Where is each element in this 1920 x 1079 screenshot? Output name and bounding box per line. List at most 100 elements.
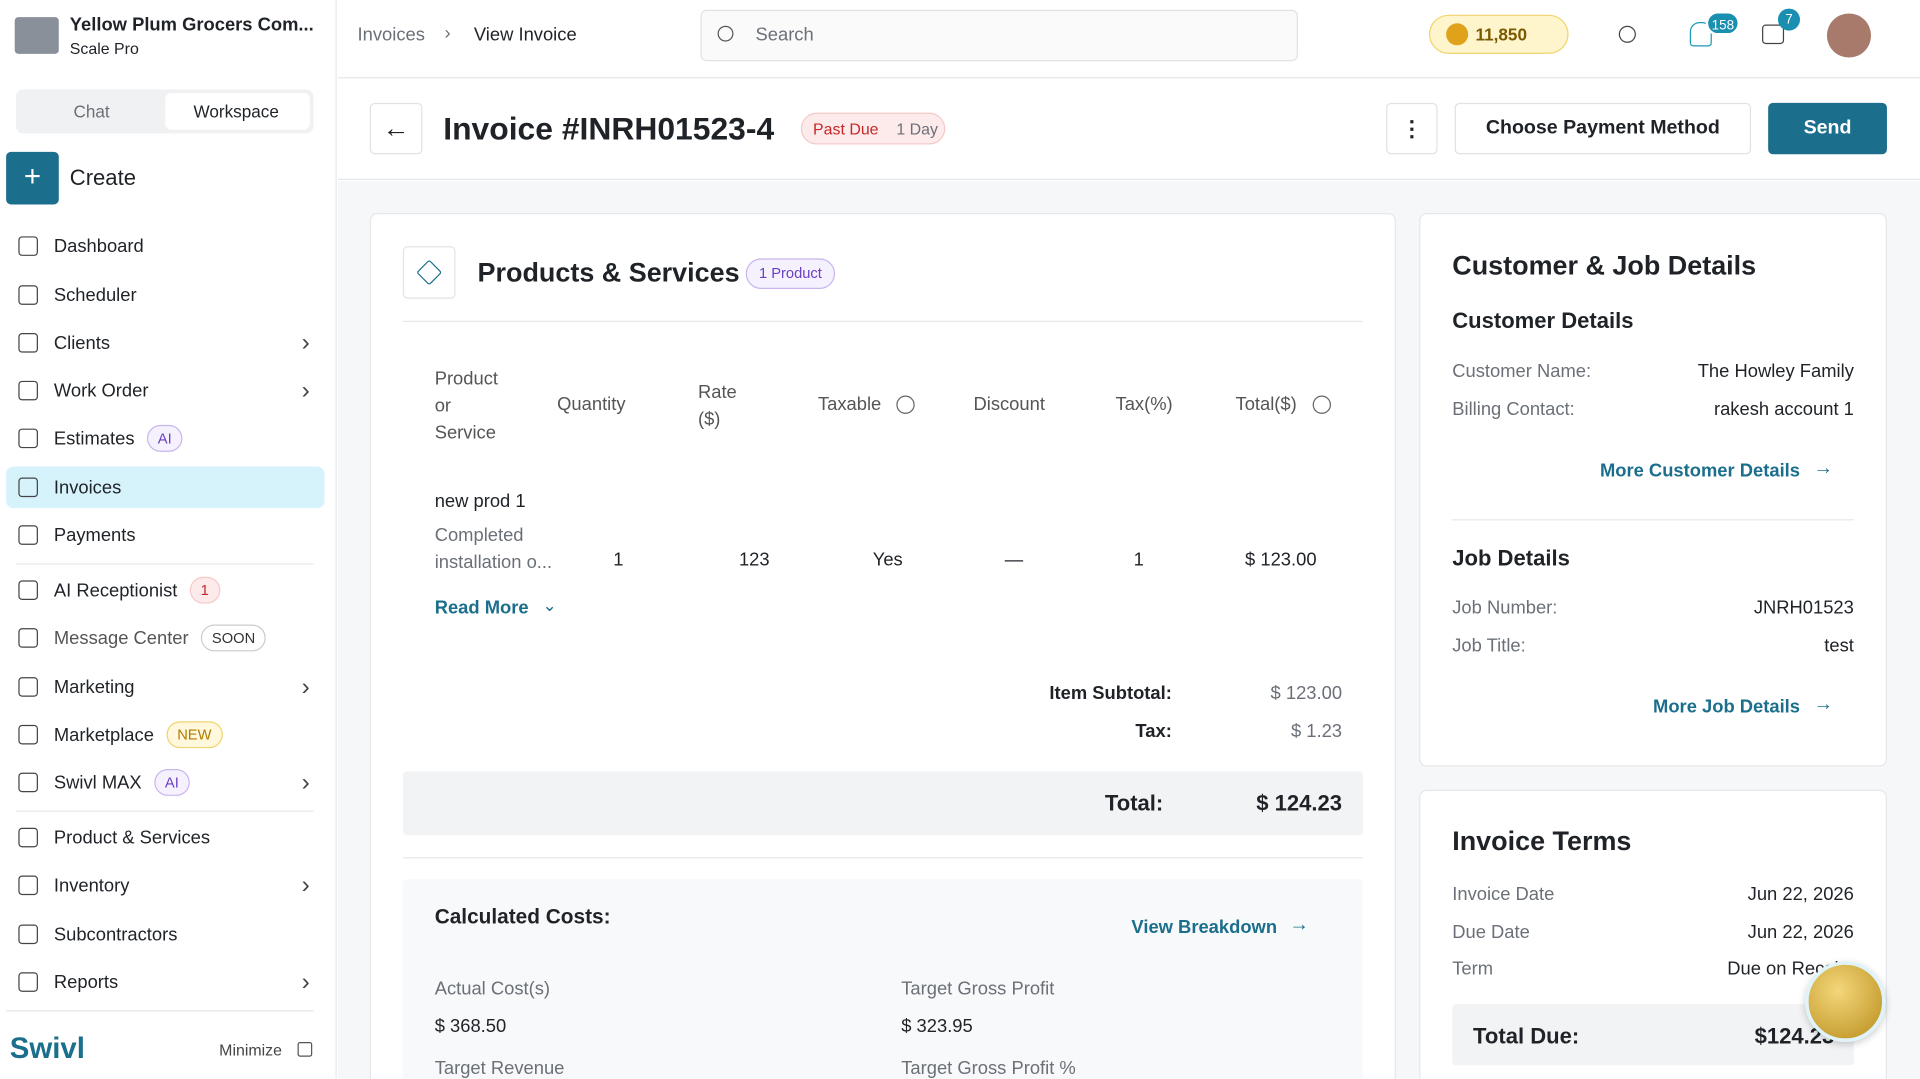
nav-item[interactable]: Estimates AI xyxy=(6,418,324,460)
nav-label[interactable]: Marketplace xyxy=(53,724,154,746)
tab[interactable]: Chat xyxy=(73,101,110,122)
section-title: Job Details xyxy=(1452,546,1570,571)
column-header: Discount xyxy=(973,394,1045,416)
nav-label[interactable]: Message Center xyxy=(53,627,189,649)
nav-item[interactable]: Dashboard xyxy=(6,225,324,267)
invoice-header xyxy=(337,80,1920,181)
view-breakdown[interactable]: View Breakdown xyxy=(1131,917,1278,938)
cost-value: $ 323.95 xyxy=(901,1016,973,1038)
chevron[interactable]: › xyxy=(301,376,310,404)
info-icon[interactable] xyxy=(1312,395,1332,414)
nav-label[interactable]: Marketing xyxy=(53,676,135,698)
breadcrumb: View Invoice xyxy=(473,24,577,46)
nav-badge: AI xyxy=(146,424,183,452)
nav-label[interactable]: Payments xyxy=(53,524,136,546)
create-label[interactable]: Create xyxy=(69,165,136,190)
product-description: Completed installation o... xyxy=(434,525,553,574)
cost-label: Actual Cost(s) xyxy=(434,978,551,1000)
nav-item[interactable]: AI Receptionist 1 xyxy=(6,569,324,611)
detail-link[interactable]: More Customer Details xyxy=(1599,460,1801,482)
minimize-icon[interactable] xyxy=(297,1042,313,1057)
products-title: Products & Services xyxy=(477,257,740,288)
nav-item[interactable]: Inventory › xyxy=(6,864,324,906)
term-label: Term xyxy=(1452,958,1494,980)
info-icon[interactable] xyxy=(896,395,915,414)
nav-item[interactable]: Message Center SOON xyxy=(6,617,324,659)
nav-label[interactable]: Work Order xyxy=(53,380,149,402)
nav-label[interactable]: Clients xyxy=(53,332,111,354)
term-label: Invoice Date xyxy=(1452,884,1555,905)
detail-label: Billing Contact: xyxy=(1452,399,1575,421)
chevron[interactable]: › xyxy=(301,328,310,356)
breadcrumb[interactable]: Invoices xyxy=(357,24,425,46)
nav-label[interactable]: Dashboard xyxy=(53,235,144,257)
nav-item[interactable]: Clients › xyxy=(6,322,324,364)
nav-icon xyxy=(18,380,38,401)
nav-item[interactable]: Reports › xyxy=(6,961,324,1003)
total-due-label: Total Due: xyxy=(1473,1023,1580,1049)
nav-label[interactable]: AI Receptionist xyxy=(53,579,178,601)
nav-badge: NEW xyxy=(166,721,223,749)
arrow[interactable]: → xyxy=(1289,914,1309,936)
chat-icon[interactable] xyxy=(1762,24,1785,45)
chevron[interactable]: › xyxy=(301,768,310,796)
minimize[interactable]: Minimize xyxy=(219,1040,282,1060)
nav-item[interactable]: Marketing › xyxy=(6,666,324,708)
nav-label[interactable]: Swivl MAX xyxy=(53,772,142,793)
nav-item[interactable]: Scheduler xyxy=(6,274,324,316)
more-button[interactable]: ⋮ xyxy=(1386,102,1438,155)
theme-icon[interactable] xyxy=(1618,25,1636,43)
nav-badge: SOON xyxy=(200,624,267,652)
summary-label: Tax: xyxy=(1135,721,1172,743)
breadcrumb-sep: › xyxy=(444,23,451,45)
assistant-button[interactable] xyxy=(1804,961,1886,1043)
cost-label: Target Gross Profit xyxy=(901,978,1055,1000)
column-header: Taxable xyxy=(817,394,882,416)
nav-item[interactable]: Work Order › xyxy=(6,370,324,412)
arrow[interactable]: → xyxy=(1813,694,1834,716)
nav-label[interactable]: Scheduler xyxy=(53,284,137,306)
arrow[interactable]: → xyxy=(1813,457,1834,479)
send-button[interactable]: Send xyxy=(1768,102,1887,155)
cell: Yes xyxy=(872,549,903,571)
chevron[interactable]: › xyxy=(301,871,310,899)
search-placeholder[interactable]: Search xyxy=(755,24,814,46)
nav-icon xyxy=(18,236,38,256)
cell: $ 123.00 xyxy=(1245,549,1317,571)
chevron[interactable]: › xyxy=(301,967,310,995)
coins: 11,850 xyxy=(1475,24,1528,45)
nav-badge: AI xyxy=(153,768,190,796)
tab[interactable]: Workspace xyxy=(193,101,279,122)
notification-count: 158 xyxy=(1705,11,1741,36)
divider xyxy=(15,563,314,565)
avatar[interactable] xyxy=(1826,13,1872,58)
products-icon xyxy=(402,246,456,299)
nav-label[interactable]: Subcontractors xyxy=(53,923,178,945)
nav-label[interactable]: Reports xyxy=(53,971,119,993)
column-header: Quantity xyxy=(557,394,626,416)
company-name[interactable]: Yellow Plum Grocers Com... xyxy=(69,14,314,36)
create-button[interactable]: + xyxy=(6,151,59,205)
detail-link[interactable]: More Job Details xyxy=(1653,696,1801,718)
search-box[interactable] xyxy=(700,9,1298,62)
back-button[interactable]: ← xyxy=(369,102,423,155)
bell-icon[interactable] xyxy=(1689,22,1712,47)
nav-item[interactable]: Invoices xyxy=(6,466,325,509)
chevron[interactable]: › xyxy=(301,672,310,700)
chevron[interactable]: ⌄ xyxy=(542,595,557,615)
nav-label[interactable]: Estimates xyxy=(53,427,135,449)
payment-button[interactable]: Choose Payment Method xyxy=(1454,102,1752,155)
nav-item[interactable]: Product & Services xyxy=(6,817,324,859)
nav-item[interactable]: Swivl MAX AI › xyxy=(6,762,324,804)
column-header: Rate ($) xyxy=(697,382,737,430)
nav-item[interactable]: Marketplace NEW xyxy=(6,714,324,756)
nav-label[interactable]: Invoices xyxy=(53,476,122,498)
read-more[interactable]: Read More xyxy=(434,597,529,619)
nav-icon xyxy=(18,772,38,793)
nav-item[interactable]: Payments xyxy=(6,514,324,556)
nav-item[interactable]: Subcontractors xyxy=(6,913,324,955)
nav-label[interactable]: Inventory xyxy=(53,874,130,896)
nav-label[interactable]: Product & Services xyxy=(53,827,211,848)
nav-icon xyxy=(18,827,38,848)
